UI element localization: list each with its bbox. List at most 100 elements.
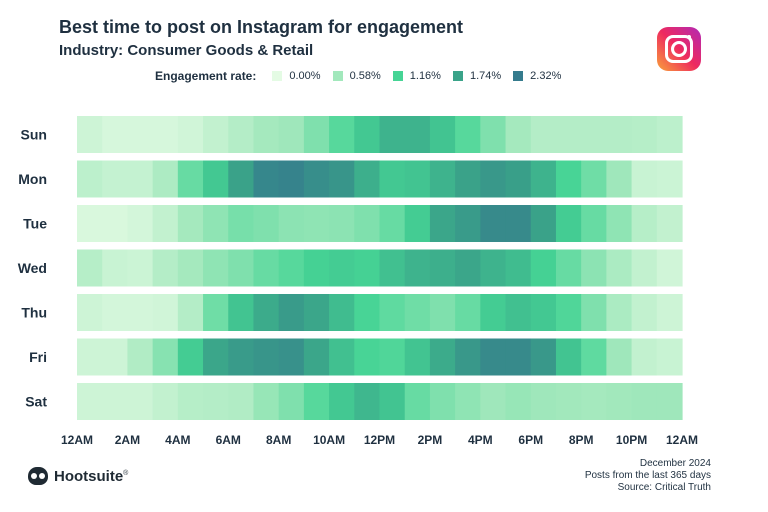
heatmap-cell-wed-22 [631, 249, 658, 287]
heatmap-cell-tue-21 [606, 205, 633, 242]
heatmap-cell-wed-5 [203, 249, 229, 287]
legend-swatch-4 [513, 71, 524, 81]
heatmap-cell-fri-18 [530, 338, 557, 376]
legend-item: 2.32% [513, 70, 561, 82]
heatmap-cell-wed-15 [455, 249, 481, 287]
heatmap-cell-wed-11 [354, 249, 381, 287]
heatmap-cell-fri-4 [177, 338, 204, 376]
legend-label: 1.74% [469, 70, 502, 82]
heatmap-cell-fri-12 [379, 338, 406, 376]
heatmap-cell-sat-4 [177, 383, 204, 420]
heatmap-cell-wed-20 [581, 249, 607, 287]
heatmap-cell-wed-2 [127, 249, 154, 287]
x-tick-label: 10PM [616, 433, 647, 447]
heatmap-cell-sun-6 [228, 116, 255, 153]
chart-title: Best time to post on Instagram for engag… [59, 17, 464, 37]
heatmap-cell-tue-4 [177, 205, 204, 242]
heatmap-cell-sat-20 [581, 383, 607, 420]
heatmap-cell-sun-12 [379, 116, 406, 153]
heatmap-cell-tue-11 [354, 205, 381, 242]
heatmap-cell-fri-11 [354, 338, 381, 376]
legend-title: Engagement rate: [155, 69, 257, 83]
heatmap-cell-tue-9 [303, 205, 330, 242]
source-note: December 2024 Posts from the last 365 da… [585, 458, 711, 494]
legend-item: 0.00% [272, 70, 321, 82]
heatmap-cell-mon-23 [656, 160, 683, 198]
heatmap-cell-sat-15 [455, 383, 481, 420]
heatmap-cell-sat-22 [631, 383, 658, 420]
x-tick-label: 10AM [313, 433, 345, 447]
heatmap-cell-fri-1 [102, 338, 129, 376]
heatmap-cell-wed-7 [253, 249, 280, 287]
heatmap-cell-wed-17 [505, 249, 532, 287]
legend-swatch-3 [452, 71, 463, 81]
heatmap-cell-tue-22 [631, 205, 658, 242]
heatmap-cell-sat-19 [555, 383, 582, 420]
heatmap-cell-sat-5 [203, 383, 229, 420]
day-label-wed: Wed [18, 260, 47, 276]
x-tick-label: 12AM [666, 433, 698, 447]
heatmap-cell-thu-17 [505, 294, 532, 331]
heatmap-cell-thu-9 [303, 294, 330, 331]
source-period: Posts from the last 365 days [584, 470, 711, 481]
heatmap-cell-mon-8 [278, 160, 305, 198]
heatmap-cell-tue-5 [203, 205, 229, 242]
day-label-fri: Fri [29, 349, 47, 365]
heatmap-cell-tue-15 [455, 205, 481, 242]
heatmap-cell-mon-3 [152, 160, 179, 198]
heatmap-cell-sun-17 [505, 116, 532, 153]
heatmap-cell-tue-7 [253, 205, 280, 242]
heatmap-cell-thu-2 [127, 294, 154, 331]
heatmap-cell-sat-21 [606, 383, 633, 420]
heatmap-cell-thu-11 [354, 294, 381, 331]
heatmap-cell-mon-15 [455, 160, 481, 198]
heatmap-cell-thu-0 [77, 294, 103, 331]
legend-item: 1.16% [392, 70, 441, 82]
heatmap-cell-sat-12 [379, 383, 406, 420]
heatmap-cell-mon-14 [429, 160, 456, 198]
heatmap-cell-mon-13 [404, 160, 431, 198]
legend-swatch-0 [272, 71, 283, 81]
heatmap-cell-sun-0 [77, 116, 103, 153]
instagram-logo-icon [657, 27, 701, 71]
day-label-thu: Thu [21, 305, 47, 321]
heatmap-cell-sat-13 [404, 383, 431, 420]
heatmap-cell-sat-23 [656, 383, 683, 420]
heatmap-cell-wed-9 [303, 249, 330, 287]
heatmap-cell-tue-23 [656, 205, 683, 242]
heatmap-cell-mon-10 [329, 160, 355, 198]
heatmap-cell-sun-9 [303, 116, 330, 153]
heatmap-cell-tue-1 [102, 205, 129, 242]
brand-name: Hootsuite® [54, 467, 129, 485]
heatmap-cell-sat-10 [329, 383, 355, 420]
heatmap-cell-sun-8 [278, 116, 305, 153]
heatmap-cell-thu-20 [581, 294, 607, 331]
heatmap-cell-thu-16 [480, 294, 507, 331]
heatmap-cell-fri-2 [127, 338, 154, 376]
heatmap-cell-mon-22 [631, 160, 658, 198]
day-label-mon: Mon [18, 171, 47, 187]
heatmap-cell-sun-7 [253, 116, 280, 153]
heatmap-cell-tue-2 [127, 205, 154, 242]
heatmap-cell-mon-5 [203, 160, 229, 198]
heatmap-cell-wed-21 [606, 249, 633, 287]
heatmap-cell-wed-16 [480, 249, 507, 287]
heatmap-cell-sun-3 [152, 116, 179, 153]
heatmap-cell-wed-0 [77, 249, 103, 287]
heatmap-cell-fri-9 [303, 338, 330, 376]
heatmap-cell-sat-18 [530, 383, 557, 420]
heatmap-cell-mon-17 [505, 160, 532, 198]
heatmap-cell-sat-3 [152, 383, 179, 420]
heatmap-cell-fri-19 [555, 338, 582, 376]
heatmap-cell-mon-16 [480, 160, 507, 198]
heatmap-cell-thu-18 [530, 294, 557, 331]
heatmap-cell-mon-0 [77, 160, 103, 198]
heatmap-cell-fri-23 [656, 338, 683, 376]
legend-label: 1.16% [409, 70, 441, 82]
heatmap-cell-sat-14 [429, 383, 456, 420]
heatmap-cell-fri-6 [228, 338, 255, 376]
heatmap-cell-wed-1 [102, 249, 129, 287]
x-tick-label: 6AM [216, 433, 241, 447]
heatmap-cell-thu-10 [329, 294, 355, 331]
heatmap-cell-thu-4 [177, 294, 204, 331]
